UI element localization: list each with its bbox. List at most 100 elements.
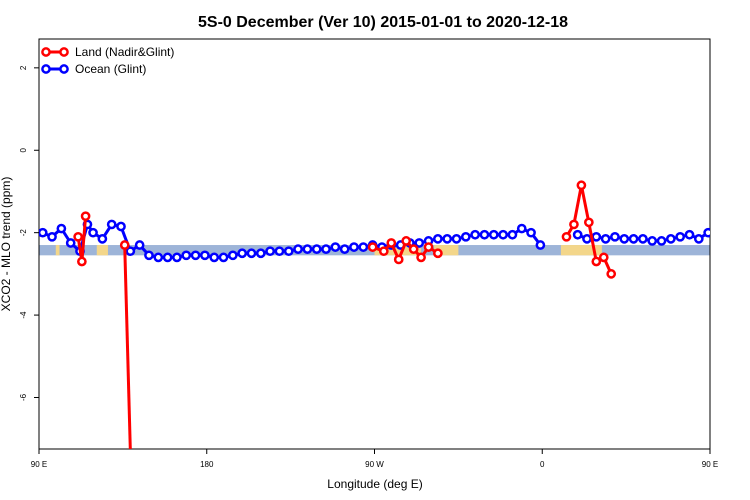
data-point: [526, 227, 536, 238]
data-point: [116, 221, 126, 232]
data-point: [162, 252, 173, 263]
data-point: [569, 219, 579, 230]
data-point: [80, 211, 91, 222]
data-point: [535, 240, 546, 250]
data-point: [488, 229, 499, 240]
data-point: [656, 236, 667, 246]
data-point: [582, 233, 592, 244]
series-layer: [39, 180, 750, 449]
data-point: [283, 246, 294, 257]
land-band: [434, 245, 459, 256]
data-point: [423, 242, 434, 252]
y-tick-label: -2: [19, 229, 28, 237]
data-point: [507, 229, 518, 240]
series-line: [123, 244, 132, 449]
data-point: [628, 233, 639, 244]
legend: Land (Nadir&Glint) Ocean (Glint): [41, 45, 174, 76]
data-point: [591, 231, 602, 242]
data-point: [386, 238, 397, 248]
chart-title: 5S-0 December (Ver 10) 2015-01-01 to 202…: [198, 14, 568, 31]
data-point: [218, 252, 229, 263]
land-band: [96, 245, 108, 256]
data-point: [470, 229, 480, 240]
data-point: [349, 242, 359, 252]
data-point: [479, 229, 490, 240]
data-point: [39, 227, 48, 238]
data-point: [393, 254, 404, 265]
data-point: [598, 252, 609, 263]
data-point: [311, 244, 322, 255]
y-tick-label: -4: [19, 311, 28, 319]
data-point: [274, 246, 285, 257]
axes: 90 E 180 90 W 0 90 E 2 0 -2 -4 -6: [19, 38, 718, 469]
land-band: [560, 245, 602, 256]
x-axis-label: Longitude (deg E): [327, 477, 422, 491]
data-point: [181, 250, 192, 261]
land-band: [374, 245, 422, 256]
data-point: [703, 227, 710, 238]
data-point: [119, 240, 130, 250]
data-point: [172, 252, 182, 263]
data-point: [606, 269, 617, 279]
data-point: [88, 227, 98, 238]
data-point: [638, 233, 648, 244]
data-point: [693, 233, 704, 244]
data-point: [321, 244, 331, 255]
data-point: [293, 244, 303, 255]
data-point: [378, 246, 389, 257]
series-line: [744, 216, 750, 263]
data-point: [583, 217, 594, 228]
data-point: [684, 229, 695, 240]
x-tick-label: 0: [540, 460, 545, 469]
data-point: [153, 252, 164, 263]
data-point: [255, 248, 266, 259]
data-point: [516, 223, 527, 234]
data-point: [401, 236, 412, 246]
data-point: [209, 252, 220, 263]
data-point: [367, 242, 378, 252]
data-point: [144, 250, 154, 261]
x-tick-label: 180: [200, 460, 214, 469]
legend-marker: [41, 64, 51, 74]
data-point: [675, 231, 686, 242]
data-point: [47, 231, 57, 242]
data-point: [591, 256, 602, 267]
data-point: [600, 233, 611, 244]
data-point: [65, 238, 76, 248]
x-tick-label: 90 E: [31, 460, 47, 469]
x-tick-label: 90 W: [365, 460, 384, 469]
data-point: [740, 233, 747, 240]
data-point: [77, 256, 87, 267]
data-point: [742, 248, 749, 255]
data-point: [200, 250, 210, 261]
legend-marker: [59, 47, 69, 57]
data-point: [576, 180, 587, 191]
data-point: [416, 252, 426, 263]
data-point: [572, 229, 583, 240]
data-point: [265, 246, 275, 257]
x-tick-label: 90 E: [702, 460, 718, 469]
data-point: [134, 240, 145, 250]
data-point: [433, 248, 443, 259]
y-axis-label: XCO2 - MLO trend (ppm): [0, 177, 13, 312]
legend-marker: [41, 47, 51, 57]
data-point: [125, 246, 136, 257]
data-point: [56, 223, 67, 234]
data-point: [451, 233, 462, 244]
data-point: [302, 244, 313, 255]
data-point: [408, 244, 419, 255]
data-point: [723, 237, 730, 244]
data-point: [433, 233, 443, 244]
data-point: [414, 238, 425, 248]
data-point: [227, 250, 238, 261]
data-point: [561, 231, 572, 242]
data-point: [442, 233, 453, 244]
data-point: [460, 231, 471, 242]
data-point: [358, 242, 369, 252]
data-point: [246, 248, 257, 259]
y-tick-label: -6: [19, 393, 28, 401]
data-point: [97, 233, 108, 244]
data-point: [330, 242, 341, 252]
y-tick-label: 2: [19, 65, 28, 70]
